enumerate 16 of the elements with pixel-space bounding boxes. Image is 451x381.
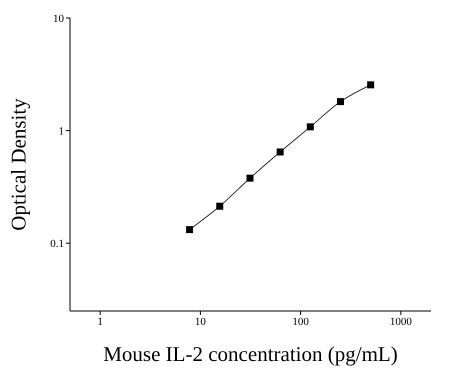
x-tick-label: 10 (194, 316, 206, 328)
x-tick-label: 1000 (390, 316, 412, 328)
y-tick-label: 10 (53, 12, 64, 25)
point (186, 226, 194, 234)
y-tick-label: 0.1 (50, 238, 64, 250)
point (336, 98, 344, 106)
y-tick-label: 1 (58, 126, 64, 138)
x-tick-label: 1 (97, 316, 103, 328)
x-tick-label: 100 (292, 316, 310, 328)
point (367, 81, 374, 88)
point (276, 148, 284, 156)
point (246, 174, 254, 182)
x-axis-title: Mouse IL-2 concentration (pg/mL) (103, 342, 398, 366)
y-axis-title: Optical Density (6, 98, 30, 231)
point (306, 123, 314, 130)
point (216, 202, 224, 210)
